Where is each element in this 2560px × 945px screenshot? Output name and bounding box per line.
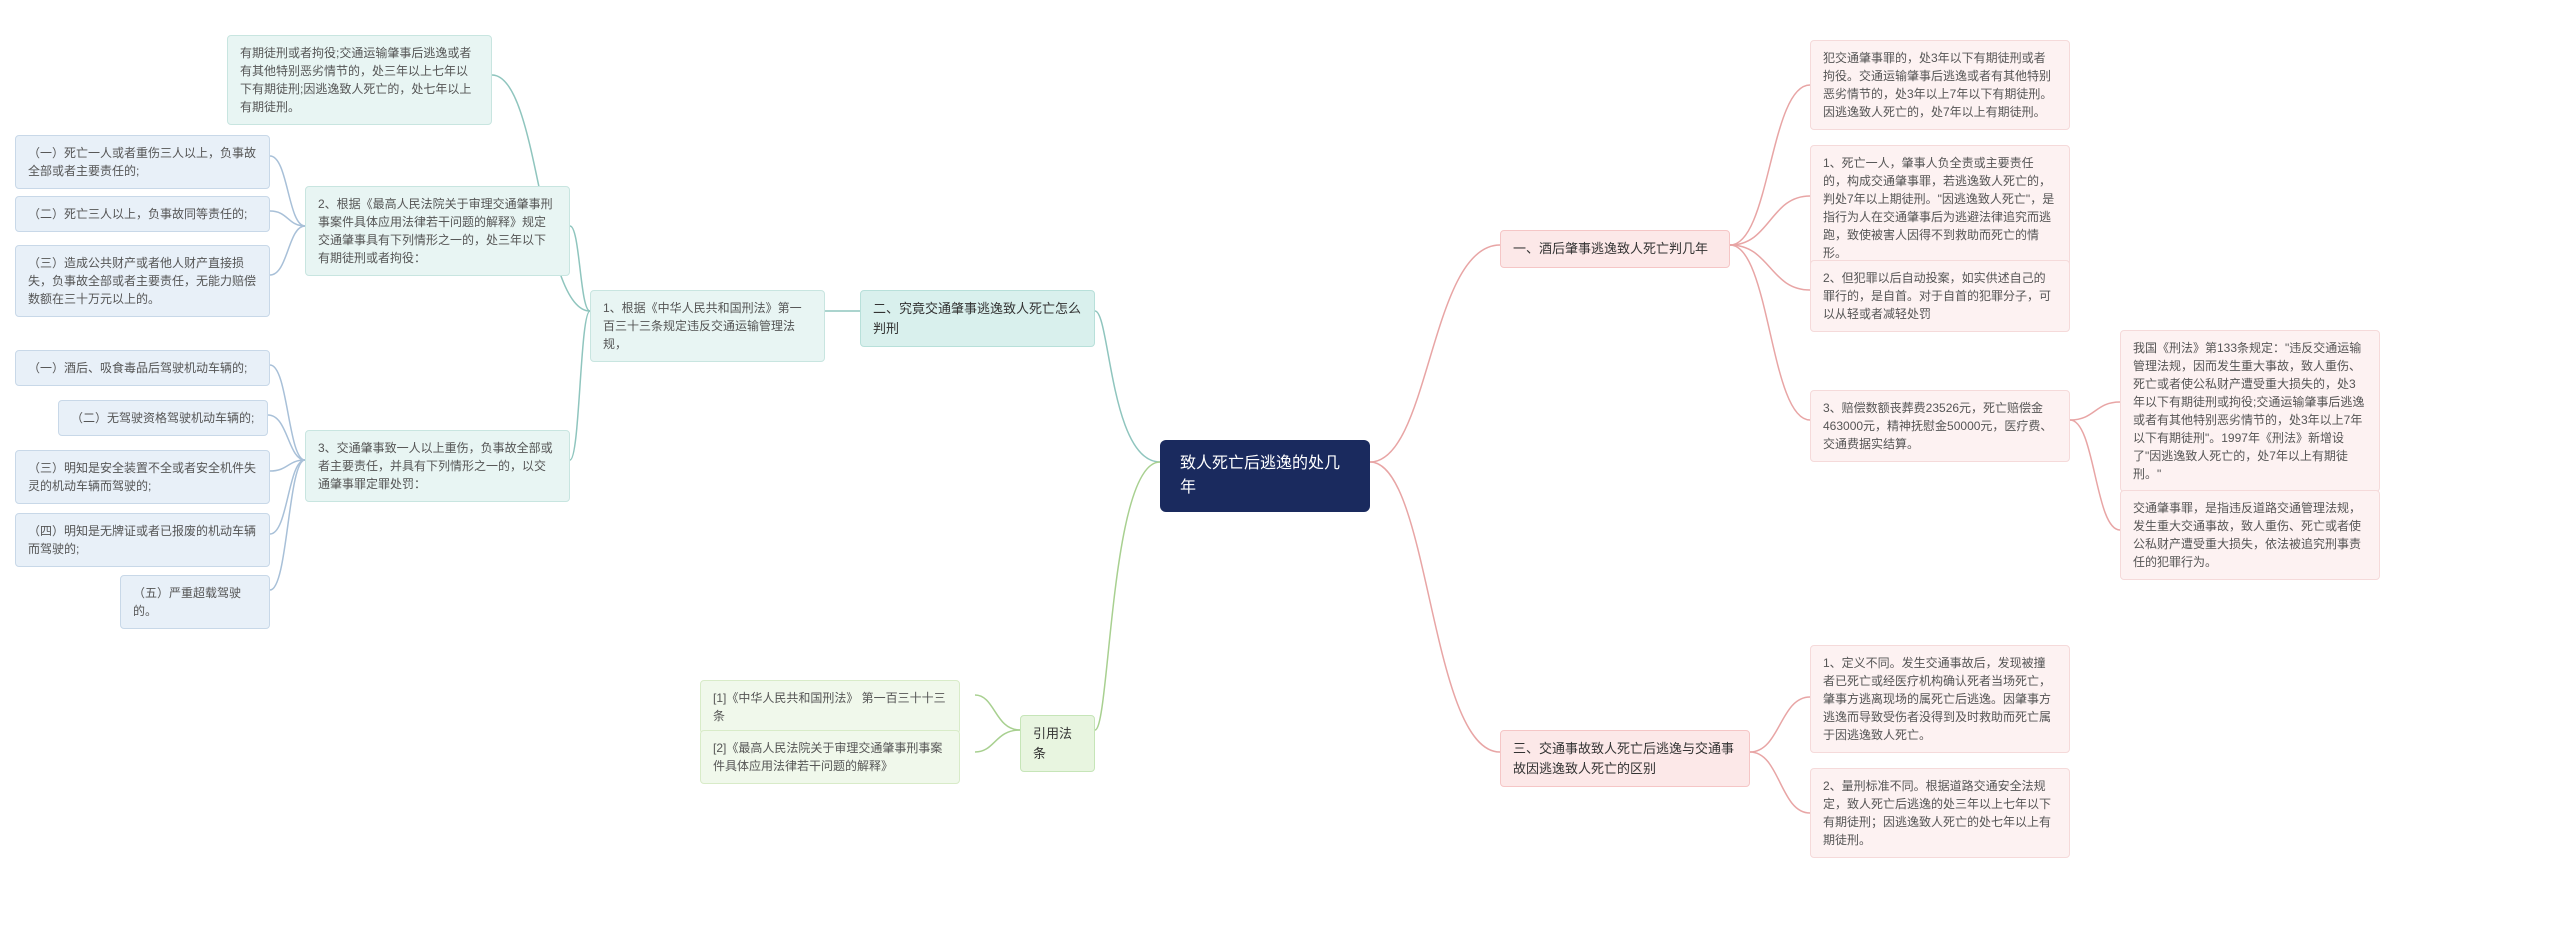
- branch-2-sub-2-sub-1: （二）无驾驶资格驾驶机动车辆的;: [58, 400, 268, 436]
- branch-2-sub-2-sub-2: （三）明知是安全装置不全或者安全机件失灵的机动车辆而驾驶的;: [15, 450, 270, 504]
- branch-2-sub-1-sub-0: （一）死亡一人或者重伤三人以上，负事故全部或者主要责任的;: [15, 135, 270, 189]
- branch-1-leaf-0: 犯交通肇事罪的，处3年以下有期徒刑或者拘役。交通运输肇事后逃逸或者有其他特别恶劣…: [1810, 40, 2070, 130]
- branch-1-leaf-1: 1、死亡一人，肇事人负全责或主要责任的，构成交通肇事罪，若逃逸致人死亡的，判处7…: [1810, 145, 2070, 271]
- branch-3-leaf-0: 1、定义不同。发生交通事故后，发现被撞者已死亡或经医疗机构确认死者当场死亡，肇事…: [1810, 645, 2070, 753]
- branch-cite-leaf-1: [2]《最高人民法院关于审理交通肇事刑事案件具体应用法律若干问题的解释》: [700, 730, 960, 784]
- branch-2-sub-2-sub-3: （四）明知是无牌证或者已报废的机动车辆而驾驶的;: [15, 513, 270, 567]
- branch-2: 二、究竟交通肇事逃逸致人死亡怎么判刑: [860, 290, 1095, 347]
- branch-3: 三、交通事故致人死亡后逃逸与交通事故因逃逸致人死亡的区别: [1500, 730, 1750, 787]
- root-node: 致人死亡后逃逸的处几年: [1160, 440, 1370, 512]
- branch-2-sub-0: 有期徒刑或者拘役;交通运输肇事后逃逸或者有其他特别恶劣情节的，处三年以上七年以下…: [227, 35, 492, 125]
- branch-2-leaf-1: 1、根据《中华人民共和国刑法》第一百三十三条规定违反交通运输管理法规，: [590, 290, 825, 362]
- branch-2-sub-1-sub-2: （三）造成公共财产或者他人财产直接损失，负事故全部或者主要责任，无能力赔偿数额在…: [15, 245, 270, 317]
- branch-1-leaf-3-sub-1: 交通肇事罪，是指违反道路交通管理法规，发生重大交通事故，致人重伤、死亡或者使公私…: [2120, 490, 2380, 580]
- branch-1-leaf-2: 2、但犯罪以后自动投案，如实供述自己的罪行的，是自首。对于自首的犯罪分子，可以从…: [1810, 260, 2070, 332]
- branch-cite: 引用法条: [1020, 715, 1095, 772]
- branch-2-sub-2-sub-4: （五）严重超载驾驶的。: [120, 575, 270, 629]
- branch-cite-leaf-0: [1]《中华人民共和国刑法》 第一百三十十三条: [700, 680, 960, 734]
- branch-1-leaf-3: 3、赔偿数额丧葬费23526元，死亡赔偿金463000元，精神抚慰金50000元…: [1810, 390, 2070, 462]
- branch-3-leaf-1: 2、量刑标准不同。根据道路交通安全法规定，致人死亡后逃逸的处三年以上七年以下有期…: [1810, 768, 2070, 858]
- branch-2-sub-1: 2、根据《最高人民法院关于审理交通肇事刑事案件具体应用法律若干问题的解释》规定交…: [305, 186, 570, 276]
- branch-2-sub-1-sub-1: （二）死亡三人以上，负事故同等责任的;: [15, 196, 270, 232]
- branch-2-sub-2-sub-0: （一）酒后、吸食毒品后驾驶机动车辆的;: [15, 350, 270, 386]
- branch-1: 一、酒后肇事逃逸致人死亡判几年: [1500, 230, 1730, 268]
- branch-2-sub-2: 3、交通肇事致一人以上重伤，负事故全部或者主要责任，并具有下列情形之一的，以交通…: [305, 430, 570, 502]
- branch-1-leaf-3-sub-0: 我国《刑法》第133条规定："违反交通运输管理法规，因而发生重大事故，致人重伤、…: [2120, 330, 2380, 492]
